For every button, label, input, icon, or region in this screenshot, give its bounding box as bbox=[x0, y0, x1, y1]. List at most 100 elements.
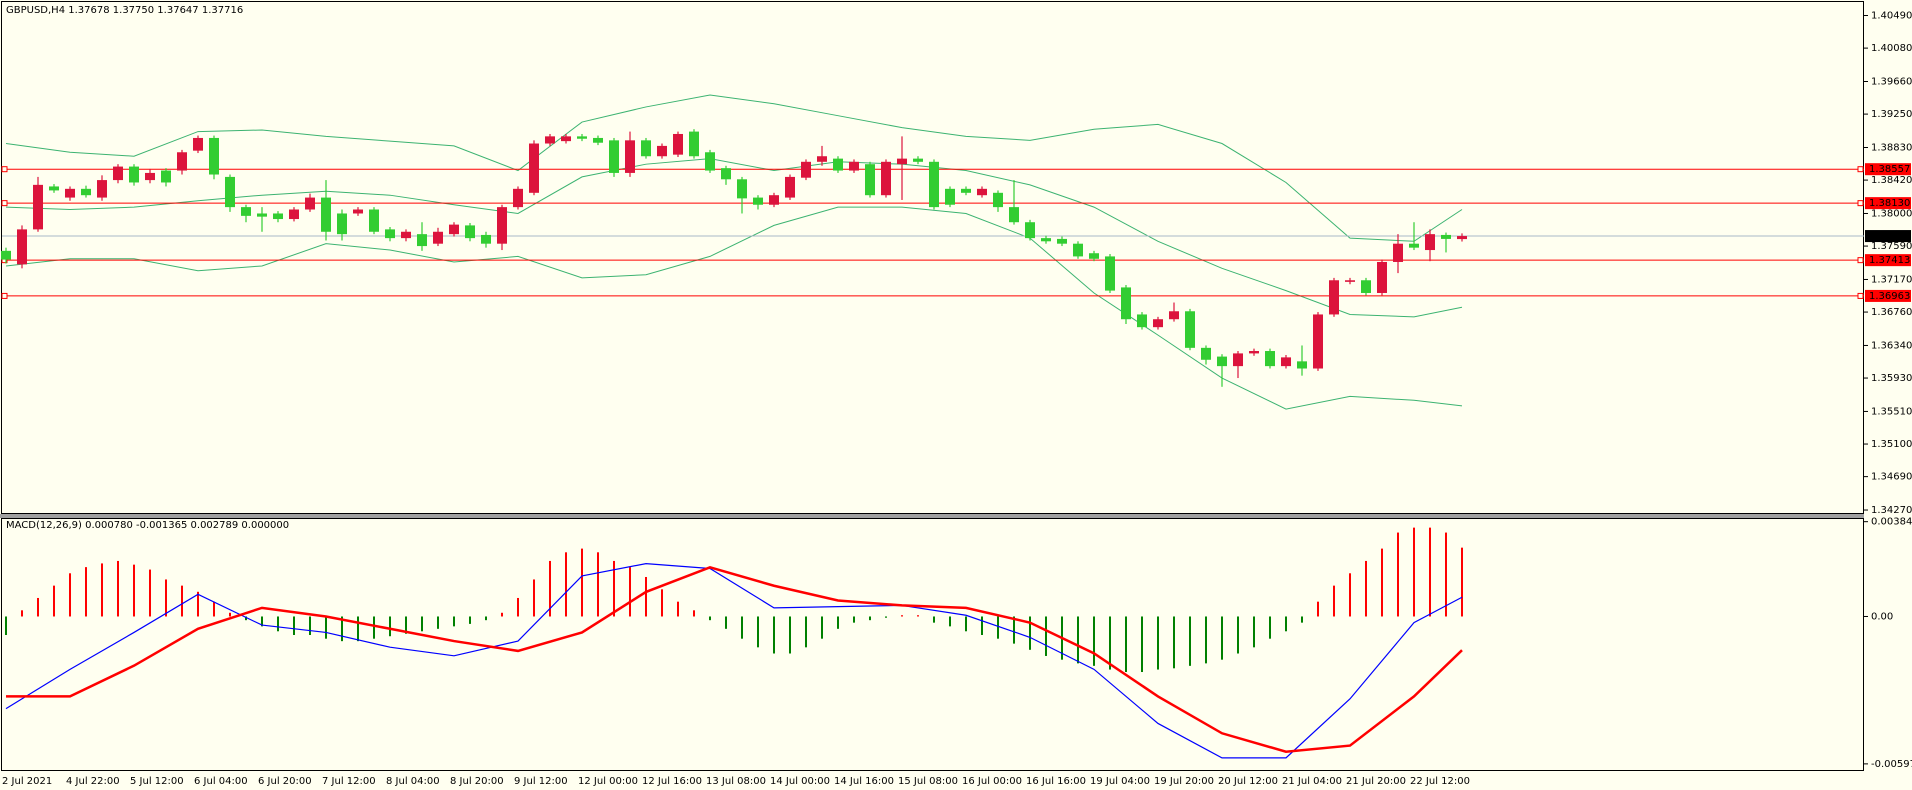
x-tick-label: 22 Jul 12:00 bbox=[1410, 776, 1470, 787]
candle-body bbox=[753, 197, 763, 205]
x-tick-label: 16 Jul 16:00 bbox=[1026, 776, 1086, 787]
candle-body bbox=[1281, 357, 1291, 367]
candle-body bbox=[833, 158, 843, 171]
macd-histogram-bar bbox=[549, 560, 551, 617]
macd-histogram-bar bbox=[5, 616, 7, 635]
macd-histogram-bar bbox=[821, 616, 823, 639]
macd-histogram-bar bbox=[453, 616, 455, 627]
candle-body bbox=[641, 140, 651, 157]
candle-body bbox=[561, 136, 571, 142]
candle-body bbox=[1345, 280, 1355, 282]
x-tick-label: 21 Jul 20:00 bbox=[1346, 776, 1406, 787]
candle-body bbox=[657, 145, 667, 157]
candle-body bbox=[1041, 238, 1051, 242]
candle-body bbox=[865, 164, 875, 196]
macd-histogram-bar bbox=[917, 615, 919, 617]
candle-body bbox=[913, 158, 923, 162]
x-tick-label: 12 Jul 00:00 bbox=[578, 776, 638, 787]
candle-body bbox=[801, 161, 811, 178]
y-tick-label: -0.005972 bbox=[1871, 759, 1912, 770]
candle-body bbox=[17, 229, 27, 265]
x-tick-label: 7 Jul 12:00 bbox=[322, 776, 376, 787]
macd-histogram-bar bbox=[1205, 616, 1207, 664]
macd-histogram-bar bbox=[149, 569, 151, 617]
x-tick-label: 6 Jul 20:00 bbox=[258, 776, 312, 787]
macd-histogram-bar bbox=[1253, 616, 1255, 648]
candle-body bbox=[673, 133, 683, 155]
macd-histogram-bar bbox=[69, 573, 71, 617]
candle-body bbox=[961, 188, 971, 193]
macd-title: MACD(12,26,9) 0.000780 -0.001365 0.00278… bbox=[6, 520, 289, 531]
candle-body bbox=[1009, 207, 1019, 223]
macd-histogram-bar bbox=[645, 576, 647, 617]
candle-body bbox=[1249, 351, 1259, 354]
macd-histogram-bar bbox=[661, 589, 663, 617]
candle-body bbox=[33, 184, 43, 230]
candle-body bbox=[625, 140, 635, 173]
x-tick-label: 19 Jul 20:00 bbox=[1154, 776, 1214, 787]
macd-histogram-bar bbox=[965, 616, 967, 632]
macd-histogram-bar bbox=[725, 616, 727, 629]
x-tick-label: 14 Jul 16:00 bbox=[834, 776, 894, 787]
macd-histogram-bar bbox=[805, 616, 807, 648]
y-tick-label: 1.35930 bbox=[1871, 373, 1912, 384]
level-label: 1.38557 bbox=[1869, 164, 1910, 175]
y-tick-label: 1.40490 bbox=[1871, 11, 1912, 22]
macd-histogram-bar bbox=[357, 616, 359, 642]
macd-frame bbox=[1, 518, 1864, 771]
chart-title: GBPUSD,H4 1.37678 1.37750 1.37647 1.3771… bbox=[6, 5, 243, 16]
macd-histogram-bar bbox=[1285, 616, 1287, 632]
y-tick-label: 1.36760 bbox=[1871, 307, 1912, 318]
macd-histogram-bar bbox=[229, 612, 231, 617]
y-tick-label: 1.34270 bbox=[1871, 505, 1912, 516]
macd-histogram-bar bbox=[181, 585, 183, 617]
candle-body bbox=[1073, 243, 1083, 257]
candle-body bbox=[1425, 234, 1435, 251]
macd-histogram-bar bbox=[1333, 585, 1335, 617]
macd-histogram-bar bbox=[1045, 616, 1047, 656]
macd-histogram-bar bbox=[789, 616, 791, 654]
x-tick-label: 8 Jul 20:00 bbox=[450, 776, 504, 787]
macd-histogram-bar bbox=[53, 585, 55, 617]
macd-histogram-bar bbox=[1109, 616, 1111, 670]
candle-body bbox=[449, 224, 459, 235]
y-tick-label: 1.39660 bbox=[1871, 77, 1912, 88]
macd-histogram-bar bbox=[133, 564, 135, 617]
candle-body bbox=[193, 137, 203, 151]
macd-histogram-bar bbox=[1077, 616, 1079, 664]
macd-histogram-bar bbox=[437, 616, 439, 629]
macd-histogram-bar bbox=[1141, 616, 1143, 673]
candle-body bbox=[1025, 222, 1035, 239]
level-handle bbox=[1, 292, 8, 299]
candle-body bbox=[993, 192, 1003, 208]
candle-body bbox=[1457, 236, 1467, 240]
candle-body bbox=[1409, 243, 1419, 248]
candle-body bbox=[849, 161, 859, 171]
macd-histogram-bar bbox=[261, 616, 263, 627]
candle-body bbox=[897, 158, 907, 165]
x-tick-label: 5 Jul 12:00 bbox=[130, 776, 184, 787]
candle-body bbox=[1233, 353, 1243, 367]
candle-body bbox=[1393, 243, 1403, 262]
macd-histogram-bar bbox=[37, 597, 39, 617]
level-label: 1.36963 bbox=[1869, 291, 1910, 302]
candle-body bbox=[257, 213, 267, 217]
y-tick-label: 0.003841 bbox=[1871, 517, 1912, 528]
macd-histogram-bar bbox=[1029, 616, 1031, 650]
candle-body bbox=[369, 209, 379, 232]
macd-histogram-bar bbox=[1157, 616, 1159, 670]
candle-body bbox=[161, 170, 171, 183]
level-label: 1.38130 bbox=[1869, 198, 1910, 209]
macd-histogram-bar bbox=[949, 616, 951, 627]
y-tick-label: 1.38830 bbox=[1871, 142, 1912, 153]
candle-body bbox=[1, 250, 11, 260]
macd-histogram-bar bbox=[373, 616, 375, 639]
candle-body bbox=[1313, 314, 1323, 369]
candle-body bbox=[65, 188, 75, 198]
macd-histogram-bar bbox=[1461, 547, 1463, 617]
macd-histogram-bar bbox=[1237, 616, 1239, 654]
candle-body bbox=[241, 207, 251, 216]
y-tick-label: 1.37590 bbox=[1871, 241, 1912, 252]
macd-histogram-bar bbox=[405, 616, 407, 634]
